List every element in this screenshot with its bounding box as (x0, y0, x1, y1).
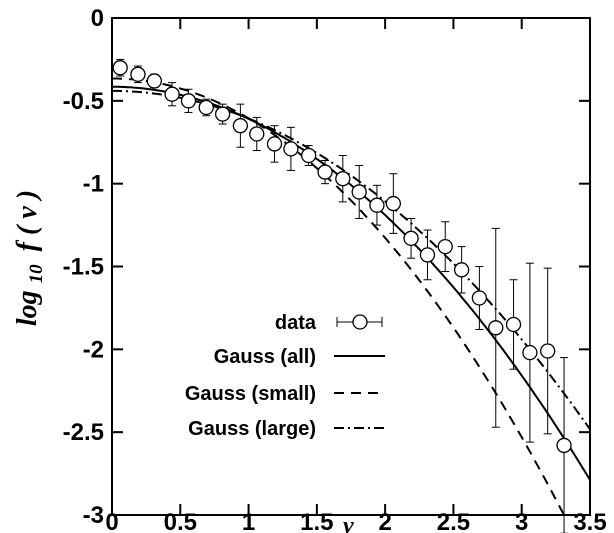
curve-dashdot (112, 89, 591, 430)
data-point (146, 73, 162, 89)
data-point (283, 141, 299, 157)
x-tick-label: 2 (378, 509, 391, 533)
data-point-group (112, 58, 572, 533)
y-tick-label: -2 (83, 336, 104, 363)
legend-label: data (275, 312, 317, 334)
x-axis-title: v (343, 513, 354, 533)
y-axis-title: log 10 f ( v ) (12, 190, 49, 326)
data-point (266, 136, 283, 152)
x-tick-label: 1 (242, 509, 255, 533)
plot-frame (111, 17, 591, 516)
data-point (369, 197, 385, 213)
x-tick-label: 3.5 (573, 509, 606, 533)
data-point (180, 93, 197, 109)
axes (111, 17, 591, 516)
legend-label: Gauss (large) (188, 418, 316, 440)
y-tick-label: -0.5 (63, 88, 104, 115)
data-point (453, 262, 470, 278)
x-tick-label: 1.5 (300, 509, 333, 533)
x-tick-label: 0.5 (164, 509, 197, 533)
data-point (505, 316, 522, 333)
y-tick-label: -1.5 (63, 254, 104, 281)
data-point (522, 344, 538, 361)
y-axis-title-base: log (12, 290, 43, 326)
y-tick-label: -3 (83, 502, 104, 529)
legend: data Gauss (all) Gauss (small) Gauss (large… (185, 312, 385, 440)
legend-data-marker (352, 314, 368, 330)
data-point (437, 238, 453, 255)
x-tick-label: 0 (105, 509, 118, 533)
data-point (385, 195, 401, 212)
data-point (317, 164, 333, 180)
legend-label: Gauss (all) (214, 346, 316, 368)
data-point (351, 184, 367, 200)
data-point (249, 126, 265, 142)
data-point (164, 86, 180, 102)
data-point (471, 290, 488, 306)
y-tick-label: -1 (83, 171, 104, 198)
x-tick-label: 3 (515, 509, 528, 533)
legend-label: Gauss (small) (185, 383, 316, 405)
data-point (301, 147, 317, 164)
data-point (112, 60, 128, 76)
y-tick-label: -2.5 (63, 419, 104, 446)
data-point (488, 320, 504, 336)
y-tick-label: 0 (91, 5, 104, 32)
data-point (540, 343, 556, 359)
curve-dashed (112, 77, 565, 516)
y-axis-title-func: f ( v ) (12, 190, 43, 251)
data-point (335, 171, 351, 187)
data-point (556, 437, 572, 454)
tick-group: 0 0.5 1 1.5 2 2.5 3 3.5 0 -0.5 -1 -1.5 -2 -2.5 -3 (63, 5, 607, 533)
data-point (232, 118, 249, 134)
curve-group (112, 77, 591, 516)
data-point (403, 230, 419, 246)
data-point (130, 66, 146, 82)
y-axis-title-sub: 10 (26, 264, 47, 284)
x-tick-label: 2.5 (437, 509, 470, 533)
data-point (214, 106, 231, 122)
curve-solid (112, 85, 591, 481)
data-point (419, 247, 436, 263)
data-point (198, 99, 214, 116)
